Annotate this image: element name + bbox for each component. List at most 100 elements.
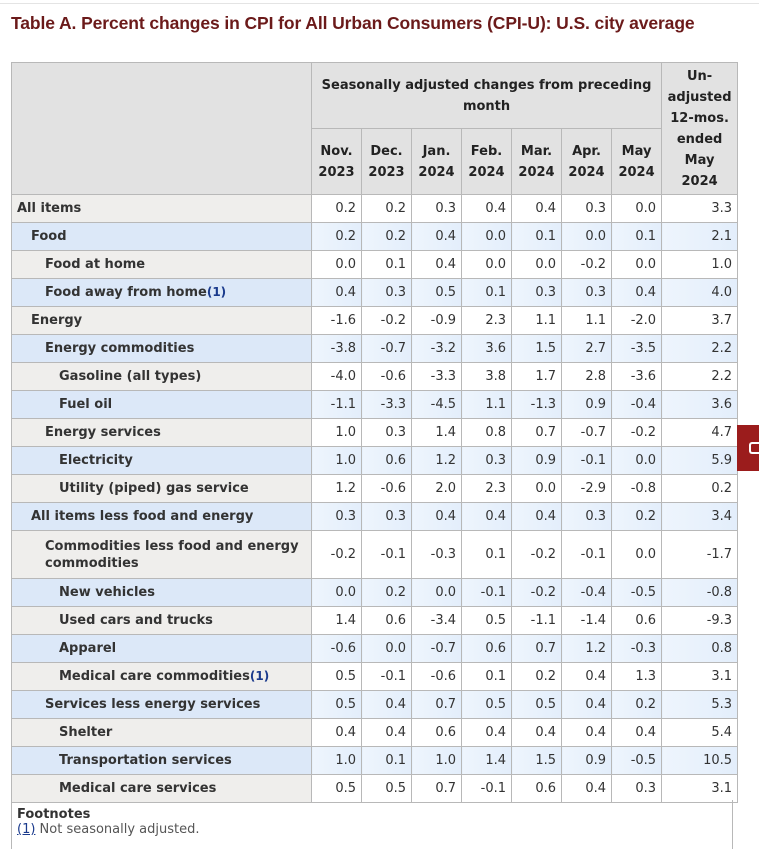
value-cell: 0.9 <box>561 746 612 775</box>
value-cell: 0.9 <box>511 446 562 475</box>
value-cell: 0.1 <box>361 250 412 279</box>
value-cell: -0.3 <box>610 634 663 663</box>
value-cell: -0.6 <box>361 474 412 503</box>
table-row: Apparel -0.6 0.0 -0.7 0.6 0.7 1.2 -0.3 0.8 <box>11 634 739 663</box>
value-cell: 0.4 <box>461 194 512 223</box>
value-cell: 0.6 <box>411 718 462 747</box>
month-header: Apr. 2024 <box>561 128 612 195</box>
value-cell: -3.3 <box>361 390 412 419</box>
feedback-side-tab[interactable] <box>737 425 759 471</box>
row-label-text: Energy <box>31 313 83 328</box>
row-label-text: Food away from home <box>45 285 207 300</box>
value-cell: 0.2 <box>311 194 362 223</box>
row-label: Food <box>11 222 312 251</box>
value-cell: -0.7 <box>561 418 612 447</box>
value-cell: -0.1 <box>461 578 512 607</box>
value-cell: -0.1 <box>561 530 612 579</box>
value-cell: 3.8 <box>461 362 512 391</box>
value-cell: 0.0 <box>610 446 663 475</box>
value-cell: -1.7 <box>661 530 739 579</box>
value-cell: 3.6 <box>661 390 739 419</box>
value-cell: 0.0 <box>610 250 663 279</box>
footnote-text-1: Not seasonally adjusted. <box>35 822 200 837</box>
value-cell: -0.1 <box>561 446 612 475</box>
value-cell: 1.1 <box>561 306 612 335</box>
table-row: Energy services 1.0 0.3 1.4 0.8 0.7 -0.7 -0.2 4.… <box>11 418 739 447</box>
row-label-text: New vehicles <box>59 585 155 600</box>
value-cell: 0.9 <box>561 390 612 419</box>
value-cell: 0.7 <box>511 634 562 663</box>
month-header: Mar. 2024 <box>511 128 562 195</box>
row-label-text: Commodities less food and energy commodi… <box>45 538 299 571</box>
month-header: Nov. 2023 <box>311 128 362 195</box>
row-label-text: All items <box>17 201 82 216</box>
row-label-text: Energy services <box>45 425 161 440</box>
value-cell: 5.9 <box>661 446 739 475</box>
value-cell: 0.0 <box>461 222 512 251</box>
value-cell: -2.0 <box>610 306 663 335</box>
value-cell: 2.2 <box>661 362 739 391</box>
row-label-text: Medical care services <box>59 781 217 796</box>
table-row: Gasoline (all types) -4.0 -0.6 -3.3 3.8 1.7 2.… <box>11 362 739 391</box>
row-label: New vehicles <box>11 578 312 607</box>
value-cell: 1.5 <box>511 334 562 363</box>
value-cell: 1.2 <box>311 474 362 503</box>
value-cell: 0.4 <box>361 718 412 747</box>
value-cell: 1.0 <box>661 250 739 279</box>
value-cell: 0.3 <box>361 418 412 447</box>
footnotes-heading: Footnotes <box>17 807 91 822</box>
table-row: Services less energy services 0.5 0.4 0.7 0.… <box>11 690 739 719</box>
value-cell: -0.2 <box>561 250 612 279</box>
value-cell: -2.9 <box>561 474 612 503</box>
value-cell: -0.4 <box>561 578 612 607</box>
value-cell: -4.0 <box>311 362 362 391</box>
table-row: Medical care services 0.5 0.5 0.7 -0.1 0.6 0.4… <box>11 774 739 803</box>
value-cell: 0.4 <box>411 250 462 279</box>
row-label: All items <box>11 194 312 223</box>
table-row: All items less food and energy 0.3 0.3 0.4 0… <box>11 502 739 531</box>
year-label: 2023 <box>318 164 355 180</box>
value-cell: 3.6 <box>461 334 512 363</box>
footnote-ref-link[interactable]: (1) <box>206 285 227 299</box>
row-label-text: Electricity <box>59 453 133 468</box>
value-cell: -4.5 <box>411 390 462 419</box>
seasonal-group-header: Seasonally adjusted changes from precedi… <box>310 62 663 129</box>
value-cell: -0.7 <box>361 334 412 363</box>
footnote-link-1[interactable]: (1) <box>17 822 36 837</box>
value-cell: 3.3 <box>661 194 739 223</box>
value-cell: 0.4 <box>561 774 612 803</box>
value-cell: 0.1 <box>361 746 412 775</box>
footnote-ref-link[interactable]: (1) <box>249 669 270 683</box>
row-label-text: Medical care commodities <box>59 669 250 684</box>
year-label: 2024 <box>468 164 505 180</box>
value-cell: -0.2 <box>610 418 663 447</box>
table-row: Utility (piped) gas service 1.2 -0.6 2.0 2.3… <box>11 474 739 503</box>
row-label: Used cars and trucks <box>11 606 312 635</box>
table-row: Food away from home(1) 0.4 0.3 0.5 0.1 0.3 0.3… <box>11 278 739 307</box>
value-cell: -0.7 <box>411 634 462 663</box>
value-cell: 0.0 <box>610 530 663 579</box>
value-cell: -3.5 <box>610 334 663 363</box>
value-cell: -0.2 <box>361 306 412 335</box>
value-cell: 0.1 <box>461 530 512 579</box>
value-cell: -0.8 <box>610 474 663 503</box>
page-title: Table A. Percent changes in CPI for All … <box>11 13 695 33</box>
value-cell: 0.3 <box>411 194 462 223</box>
value-cell: 0.0 <box>311 578 362 607</box>
value-cell: 0.1 <box>610 222 663 251</box>
value-cell: -0.1 <box>361 530 412 579</box>
value-cell: 0.3 <box>311 502 362 531</box>
corner-header <box>11 62 312 195</box>
unadjusted-label-line: Un- <box>686 68 713 84</box>
row-label: Services less energy services <box>11 690 312 719</box>
value-cell: 0.8 <box>461 418 512 447</box>
row-label-text: Used cars and trucks <box>59 613 213 628</box>
table-row: Food 0.2 0.2 0.4 0.0 0.1 0.0 0.1 2.1 <box>11 222 739 251</box>
value-cell: -3.6 <box>610 362 663 391</box>
value-cell: 3.1 <box>661 662 739 691</box>
value-cell: 0.4 <box>311 278 362 307</box>
cpi-table: Seasonally adjusted changes from precedi… <box>11 62 739 803</box>
year-label: 2024 <box>518 164 555 180</box>
value-cell: 0.4 <box>461 502 512 531</box>
value-cell: -3.8 <box>311 334 362 363</box>
